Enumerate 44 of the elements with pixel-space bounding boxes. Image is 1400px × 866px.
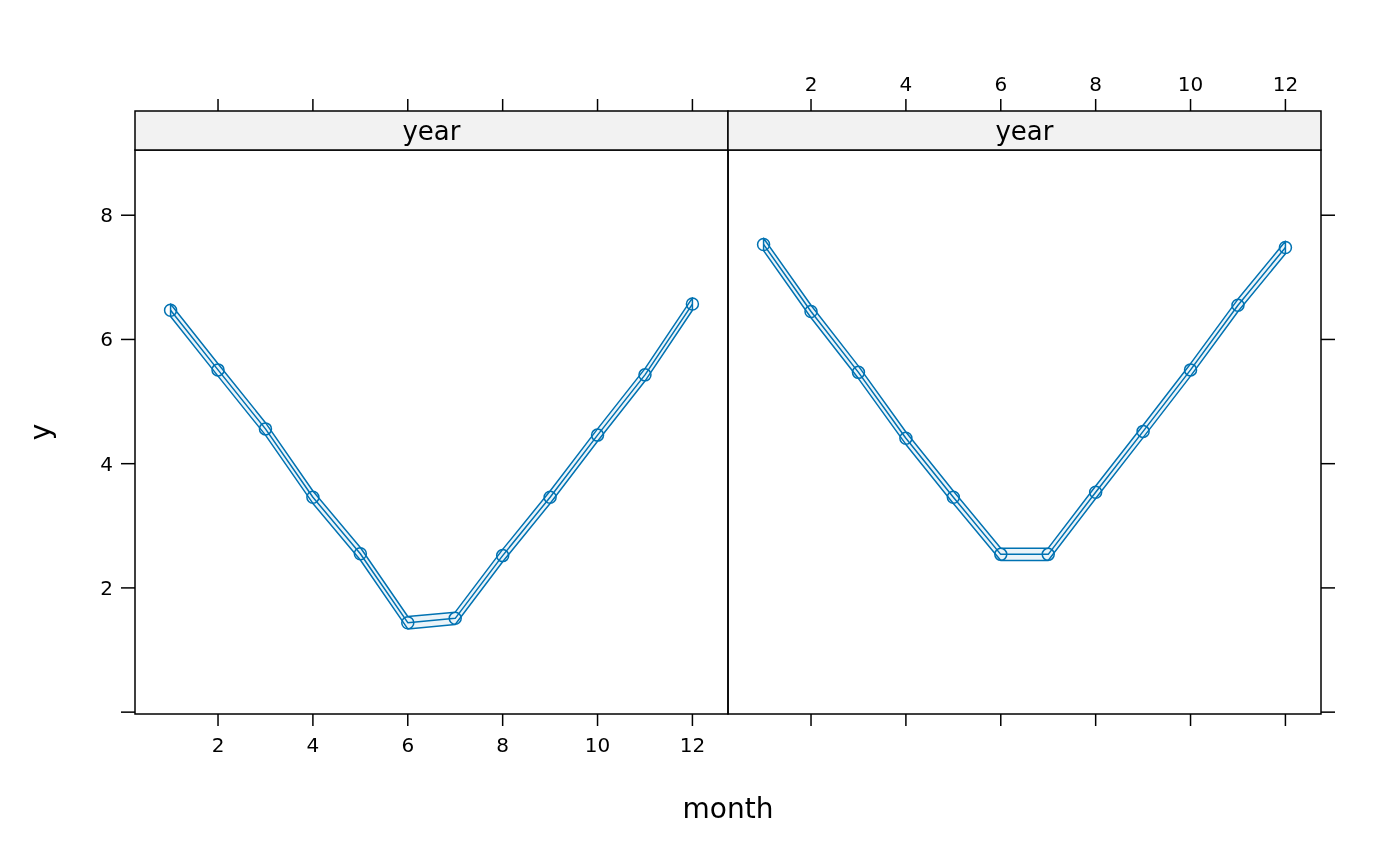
point	[638, 368, 652, 382]
point	[543, 490, 557, 504]
chart-title: year	[995, 116, 1054, 146]
x-tick-label: 4	[899, 72, 913, 96]
x-tick-label: 2	[211, 733, 225, 757]
point	[306, 490, 320, 504]
point	[401, 615, 415, 630]
x-tick-label: 6	[401, 733, 415, 757]
point	[851, 365, 866, 380]
y-axis-title: y	[24, 423, 57, 441]
point	[211, 363, 225, 377]
x-tick-label: 10	[584, 733, 611, 757]
point	[994, 547, 1008, 562]
point	[946, 490, 961, 504]
point	[590, 428, 605, 442]
x-axis-title: month	[682, 792, 774, 825]
y-tick-label: 4	[100, 451, 113, 476]
point	[1136, 424, 1150, 439]
point	[804, 304, 818, 319]
point	[899, 431, 913, 445]
point	[1041, 547, 1055, 562]
x-tick-label: 4	[306, 733, 320, 757]
point	[448, 611, 462, 626]
point	[685, 297, 700, 311]
point	[495, 548, 510, 563]
point	[353, 547, 368, 561]
point	[1183, 363, 1198, 377]
y-tick-label: 8	[100, 203, 113, 228]
x-tick-label: 2	[804, 72, 818, 96]
x-tick-label: 8	[1089, 72, 1103, 96]
x-tick-label: 10	[1177, 72, 1204, 96]
chart-title: year	[402, 116, 461, 146]
point	[1088, 485, 1103, 499]
x-tick-label: 6	[994, 72, 1008, 96]
y-tick-label: 6	[100, 327, 113, 352]
point	[163, 303, 178, 318]
point	[756, 237, 771, 252]
y-tick-label: 2	[100, 575, 113, 600]
point	[258, 422, 273, 436]
x-tick-label: 12	[679, 733, 706, 757]
x-tick-label: 8	[496, 733, 510, 757]
point	[1231, 298, 1245, 313]
point	[1278, 240, 1293, 255]
x-tick-label: 12	[1272, 72, 1299, 96]
